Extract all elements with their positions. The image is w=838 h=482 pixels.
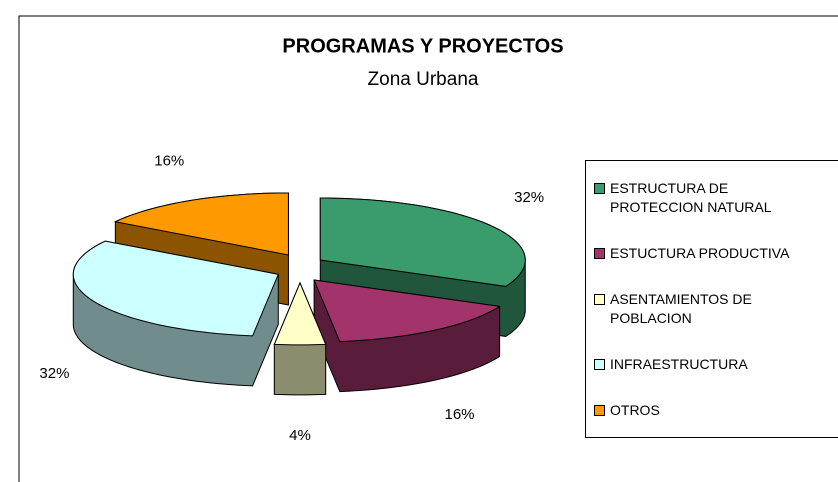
pie-slice <box>273 281 327 396</box>
slice-top <box>72 240 279 337</box>
slice-top <box>313 279 502 343</box>
chart-subtitle: Zona Urbana <box>368 69 479 90</box>
pie-slice <box>72 240 279 387</box>
legend-item: ASENTAMIENTOS DE POBLACION <box>586 290 838 328</box>
data-label: 32% <box>514 189 544 206</box>
chart-title: PROGRAMAS Y PROYECTOS <box>282 35 563 57</box>
legend-swatch <box>594 182 605 194</box>
legend-swatch <box>594 247 605 259</box>
legend-item: OTROS <box>586 401 838 420</box>
legend-item: ESTUCTURA PRODUCTIVA <box>586 244 838 263</box>
legend-item: INFRAESTRUCTURA <box>586 355 838 374</box>
legend-label: ESTUCTURA PRODUCTIVA <box>610 244 790 261</box>
legend: ESTRUCTURA DE PROTECCION NATURAL ESTUCTUR… <box>585 160 838 438</box>
data-label: 32% <box>39 365 69 382</box>
legend-label: OTROS <box>610 401 660 418</box>
slice-top <box>273 281 327 346</box>
data-label: 4% <box>289 427 311 444</box>
legend-label: ESTRUCTURA DE PROTECCION NATURAL <box>610 179 772 215</box>
legend-swatch <box>594 293 605 305</box>
data-label: 16% <box>154 152 184 169</box>
legend-swatch <box>594 358 605 370</box>
legend-item: ESTRUCTURA DE PROTECCION NATURAL <box>586 179 838 217</box>
legend-label: ASENTAMIENTOS DE POBLACION <box>610 290 752 326</box>
legend-label: INFRAESTRUCTURA <box>610 355 748 372</box>
slice-top <box>319 197 526 287</box>
data-label: 16% <box>445 406 475 423</box>
legend-swatch <box>594 404 605 416</box>
pie-slice <box>313 279 502 393</box>
slice-top <box>113 192 289 256</box>
